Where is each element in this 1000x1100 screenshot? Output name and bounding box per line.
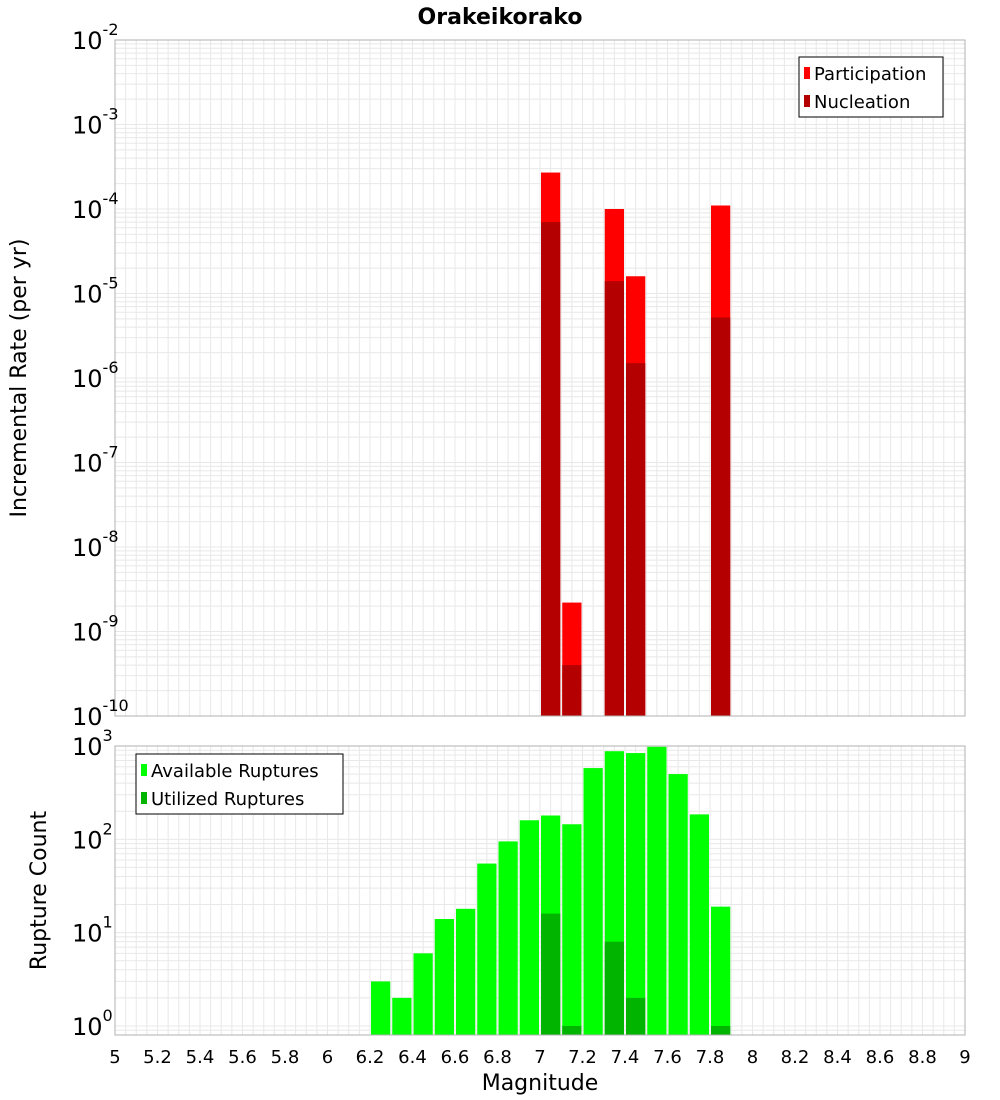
available-bar	[668, 774, 688, 1035]
y-tick-label: 10-3	[72, 105, 119, 140]
y-axis-label: Incremental Rate (per yr)	[7, 239, 32, 518]
y-tick-label: 101	[72, 913, 113, 948]
available-bar	[562, 824, 582, 1035]
available-bar	[477, 863, 497, 1035]
legend-entry: Utilized Ruptures	[151, 789, 304, 810]
x-tick-label: 7.2	[568, 1047, 597, 1068]
legend: Available Ruptures Utilized Ruptures	[135, 753, 344, 815]
utilized-bar	[626, 997, 646, 1035]
x-tick-label: 5.6	[228, 1047, 257, 1068]
x-tick-label: 6.2	[356, 1047, 385, 1068]
y-tick-label: 102	[72, 819, 113, 854]
legend-swatch	[804, 95, 810, 107]
x-tick-label: 5.8	[271, 1047, 300, 1068]
legend-entry: Available Ruptures	[151, 761, 319, 782]
legend-swatch	[804, 67, 810, 79]
y-tick-label: 10-6	[72, 358, 119, 393]
x-tick-label: 6.4	[398, 1047, 427, 1068]
x-axis: 5 5.2 5.4 5.6 5.8 6 6.2 6.4 6.6 6.8 7 7.2 7.4 7.6 7.8 8…	[109, 1047, 970, 1068]
bars	[371, 746, 731, 1035]
y-tick-label: 10-10	[72, 696, 129, 731]
available-bar	[519, 820, 539, 1035]
available-bar	[392, 997, 412, 1035]
legend-swatch	[141, 764, 147, 776]
nucleation-bar	[604, 281, 624, 716]
x-tick-label: 7	[534, 1047, 545, 1068]
x-tick-label: 6.8	[483, 1047, 512, 1068]
y-tick-label: 10-5	[72, 274, 119, 309]
nucleation-bar	[541, 222, 561, 716]
x-tick-label: 8.4	[823, 1047, 852, 1068]
y-tick-label: 10-8	[72, 527, 119, 562]
nucleation-bar	[562, 665, 582, 716]
bars	[541, 172, 731, 717]
x-tick-label: 7.8	[696, 1047, 725, 1068]
utilized-bar	[604, 941, 624, 1035]
grid	[114, 39, 966, 717]
available-bar	[626, 753, 646, 1035]
available-bar	[371, 981, 391, 1035]
y-tick-label: 10-7	[72, 443, 119, 478]
plot-frame	[114, 745, 966, 1036]
x-tick-label: 7.4	[611, 1047, 640, 1068]
y-axis-label: Rupture Count	[27, 811, 52, 971]
bottom-panel: 100 101 102 103 Rupture Count Available Ruptu…	[27, 726, 966, 1041]
x-tick-label: 5.2	[143, 1047, 172, 1068]
available-bar	[434, 919, 454, 1035]
available-bar	[498, 841, 518, 1035]
utilized-bar	[711, 1025, 731, 1035]
legend-box	[135, 753, 344, 815]
y-tick-label: 100	[72, 1006, 113, 1041]
x-tick-label: 5.4	[186, 1047, 215, 1068]
x-tick-label: 6.6	[441, 1047, 470, 1068]
available-bar	[689, 814, 709, 1035]
x-tick-label: 5	[109, 1047, 120, 1068]
top-panel: 10-10 10-9 10-8 10-7 10-6 10-5 10-4 10-3 10-2 Inc…	[7, 20, 966, 731]
legend-entry: Participation	[814, 64, 926, 85]
x-tick-label: 6	[322, 1047, 333, 1068]
y-tick-label: 10-9	[72, 612, 119, 647]
available-bar	[413, 953, 433, 1035]
available-bar	[647, 746, 667, 1035]
legend-box	[798, 56, 944, 118]
y-tick-label: 103	[72, 726, 113, 761]
chart-title: Orakeikorako	[418, 5, 583, 30]
x-tick-label: 9	[959, 1047, 970, 1068]
y-axis: 10-10 10-9 10-8 10-7 10-6 10-5 10-4 10-3 10-2	[72, 20, 129, 731]
plot-frame	[114, 39, 966, 717]
nucleation-bar	[626, 363, 646, 716]
available-bar	[711, 906, 731, 1035]
available-bar	[456, 908, 476, 1035]
utilized-bar	[562, 1025, 582, 1035]
utilized-bar	[541, 913, 561, 1035]
x-tick-label: 8.2	[781, 1047, 810, 1068]
legend-entry: Nucleation	[814, 92, 910, 113]
x-axis-label: Magnitude	[482, 1071, 599, 1096]
nucleation-bar	[711, 317, 731, 716]
y-tick-label: 10-4	[72, 189, 119, 224]
x-tick-label: 7.6	[653, 1047, 682, 1068]
legend-swatch	[141, 792, 147, 804]
legend: Participation Nucleation	[798, 56, 944, 118]
x-tick-label: 8.6	[866, 1047, 895, 1068]
y-axis: 100 101 102 103	[72, 726, 113, 1041]
y-tick-label: 10-2	[72, 20, 119, 55]
x-tick-label: 8	[747, 1047, 758, 1068]
x-tick-label: 8.8	[908, 1047, 937, 1068]
available-bar	[583, 768, 603, 1035]
